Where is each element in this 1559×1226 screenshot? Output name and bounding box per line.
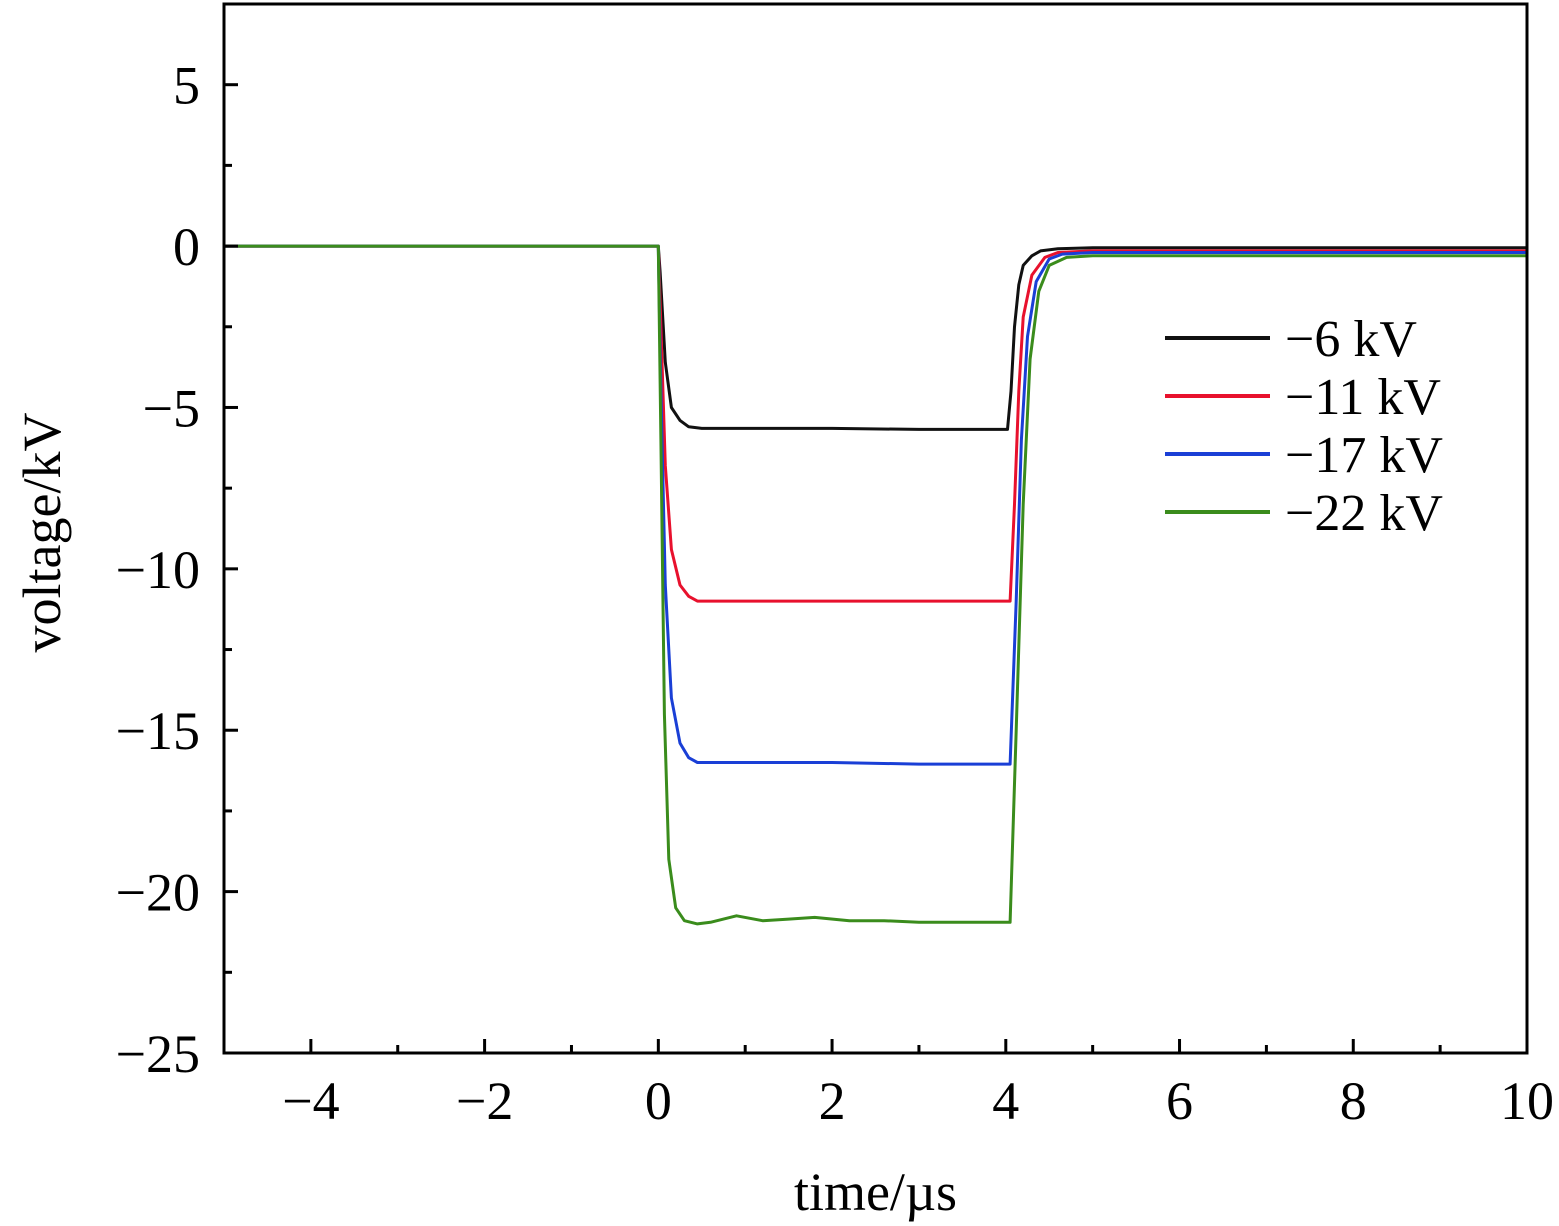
x-tick-label: 8: [1340, 1071, 1367, 1131]
series-line-2: [224, 244, 1527, 603]
series-line-1: [224, 244, 1527, 431]
y-tick-label: −15: [116, 701, 200, 761]
legend-label-1: −6 kV: [1285, 311, 1417, 368]
legend-label-3: −17 kV: [1285, 427, 1443, 484]
series-line-3: [224, 244, 1527, 766]
y-tick-label: −25: [116, 1024, 200, 1084]
y-tick-label: 0: [173, 217, 200, 277]
y-tick-label: −10: [116, 540, 200, 600]
y-axis-title: voltage/kV: [12, 413, 72, 653]
x-tick-label: 10: [1500, 1071, 1554, 1131]
x-tick-label: 4: [992, 1071, 1019, 1131]
x-tick-label: 2: [819, 1071, 846, 1131]
x-tick-label: 6: [1166, 1071, 1193, 1131]
series-layer: [224, 244, 1527, 926]
legend-label-2: −11 kV: [1285, 369, 1441, 426]
plot-frame: [222, 2, 1529, 1055]
y-tick-label: −5: [143, 378, 200, 438]
y-tick-label: 5: [173, 56, 200, 116]
x-tick-label: 0: [645, 1071, 672, 1131]
x-tick-label: −2: [456, 1071, 513, 1131]
series-line-4: [224, 244, 1527, 926]
legend: −6 kV−11 kV−17 kV−22 kV: [1165, 311, 1443, 542]
legend-label-4: −22 kV: [1285, 485, 1443, 542]
x-tick-label: −4: [282, 1071, 339, 1131]
x-axis-title: time/µs: [794, 1162, 957, 1222]
y-tick-label: −20: [116, 863, 200, 923]
